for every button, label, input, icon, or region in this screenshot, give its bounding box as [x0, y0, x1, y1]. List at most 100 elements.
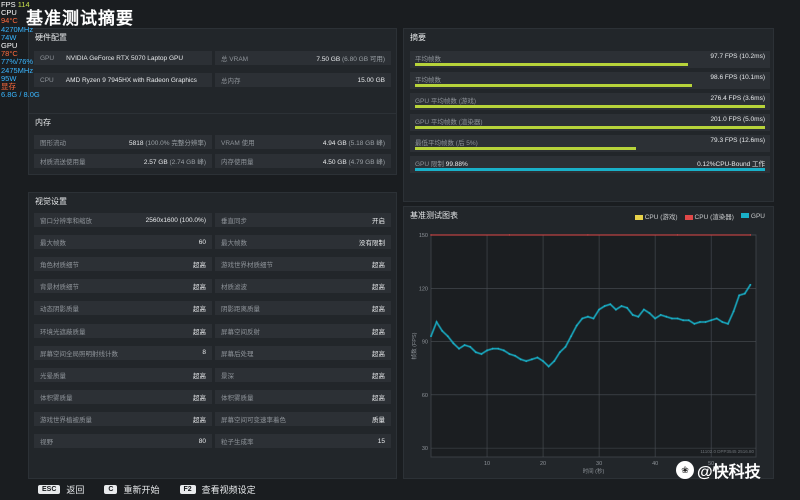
- memory-header: 内存: [35, 118, 51, 127]
- visual-setting-key: 材质滤波: [221, 284, 247, 292]
- fps-value: 114: [17, 0, 30, 9]
- watermark-icon: ❀: [676, 461, 694, 479]
- visual-setting-key: 环境光遮蔽质量: [40, 328, 86, 336]
- summary-value-sub: (10.1ms): [739, 74, 765, 81]
- gpu-data-point: [609, 303, 612, 306]
- plot-area: [430, 234, 757, 458]
- hardware-value-main: 15.00 GB: [357, 76, 385, 84]
- visual-setting-value: 超高: [372, 306, 385, 314]
- visual-setting-row: 材质滤波 超高: [215, 279, 391, 294]
- visual-setting-row: 粒子生成率 15: [215, 434, 391, 448]
- y-axis-label: 帧数 (FPS): [410, 332, 418, 359]
- gpu-data-point: [710, 319, 713, 322]
- y-tick-label: 150: [419, 233, 428, 239]
- visual-setting-value: 质量: [372, 416, 385, 424]
- gpu-data-point: [486, 349, 488, 352]
- visual-setting-row: 屏幕空间全局照明射线计数 8: [34, 345, 212, 360]
- summary-value: 97.7 FPS (10.2ms): [710, 53, 765, 60]
- visual-setting-key: 视野: [40, 439, 53, 446]
- performance-overlay: FPS 114 CPU 94°C 4270MHz 74W GPU 78°C 77…: [1, 0, 43, 100]
- visual-setting-row: 角色材质细节 超高: [34, 257, 212, 272]
- summary-value-main: 98.6 FPS: [710, 74, 738, 81]
- legend-swatch: [740, 213, 749, 219]
- esc-key[interactable]: ESC: [38, 485, 61, 494]
- benchmark-chart-panel: 基准测试图表 CPU (游戏) CPU (渲染器) GPU 30 60 90 120 150…: [403, 206, 774, 479]
- chart-header: 基准测试图表: [410, 211, 458, 220]
- y-tick-label: 60: [422, 393, 428, 399]
- summary-value: 276.4 FPS (3.6ms): [710, 95, 765, 102]
- visual-setting-value: 开启: [372, 218, 385, 225]
- memory-panel: 内存 图形流动 5818 (100.0% 完整分辨率) VRAM 使用 4.94 GB…: [28, 113, 397, 175]
- visual-setting-key: 动态阴影质量: [40, 306, 79, 314]
- cpu-bound-value: 0.12%CPU-Bound 工作: [697, 158, 765, 168]
- gpu-data-point: [749, 283, 752, 286]
- summary-key: 平均帧数: [415, 77, 441, 84]
- hardware-row: 总 VRAM 7.50 GB (6.80 GB 可用): [215, 51, 391, 65]
- gpu-data-point: [727, 322, 729, 325]
- hardware-key: 总内存: [221, 78, 241, 85]
- visual-setting-key: 最大帧数: [221, 240, 247, 248]
- summary-bar: [415, 105, 765, 108]
- memory-value-sub: (5.18 GB 峰): [348, 140, 385, 147]
- visual-setting-value: 没有限制: [359, 240, 385, 248]
- cpu-renderer-data-point: [430, 234, 432, 236]
- f2-key[interactable]: F2: [179, 485, 196, 494]
- visual-setting-row: 背景材质细节 超高: [34, 279, 212, 294]
- visual-setting-value: 60: [198, 238, 206, 246]
- visual-setting-row: 屏幕空间反射 超高: [215, 323, 391, 338]
- summary-key: GPU 平均帧数 (游戏): [415, 98, 477, 105]
- memory-key: 材质流送使用量: [40, 159, 86, 166]
- memory-key: VRAM 使用: [221, 140, 255, 147]
- visual-setting-value: 超高: [193, 394, 206, 402]
- page-title: 基准测试摘要: [26, 9, 134, 28]
- gpu-data-point: [715, 317, 718, 320]
- back-action[interactable]: 返回: [66, 485, 85, 495]
- c-key[interactable]: C: [104, 485, 118, 494]
- hardware-value: AMD Ryzen 9 7945HX with Radeon Graphics: [65, 76, 197, 84]
- gpu-data-point: [592, 317, 595, 320]
- visual-setting-value: 超高: [372, 328, 385, 336]
- fps-label: FPS: [1, 0, 16, 9]
- visual-setting-row: 最大帧数 60: [34, 235, 212, 250]
- x-tick-label: 20: [540, 461, 546, 467]
- view-video-settings-action[interactable]: 查看视频设定: [201, 485, 256, 495]
- x-tick-label: 50: [708, 461, 714, 467]
- legend-item: CPU (渲染器): [684, 211, 734, 221]
- summary-key: 最低平均帧数 (后 5%): [415, 140, 478, 147]
- visual-setting-key: 体积雾质量: [40, 394, 73, 402]
- gpu-data-point: [659, 314, 662, 316]
- hardware-header: 硬件配置: [35, 33, 67, 42]
- summary-value: 98.6 FPS (10.1ms): [710, 74, 765, 81]
- visual-setting-row: 游戏世界植被质量 超高: [34, 411, 212, 426]
- gpu-data-point: [508, 353, 511, 355]
- gpu-data-point: [564, 345, 567, 348]
- restart-action[interactable]: 重新开始: [123, 485, 160, 495]
- gpu-data-point: [458, 347, 460, 350]
- memory-value: 4.50 GB (4.79 GB 峰): [323, 156, 385, 166]
- visual-setting-key: 体积雾质量: [221, 394, 254, 402]
- summary-value-sub: (12.6ms): [739, 137, 765, 144]
- memory-row: 图形流动 5818 (100.0% 完整分辨率): [34, 135, 212, 149]
- gpu-clock: 2475MHz: [1, 65, 34, 75]
- summary-row: 平均帧数 97.7 FPS (10.2ms): [410, 51, 770, 68]
- visual-setting-row: 视野 80: [34, 434, 212, 448]
- gpu-data-point: [553, 360, 556, 362]
- hardware-key: GPU: [40, 54, 55, 62]
- gpu-data-point: [631, 314, 634, 316]
- cpu-temp: 94°C: [1, 16, 18, 26]
- vram-value: 6.8G / 8.0G: [1, 90, 40, 100]
- visual-setting-value: 超高: [193, 306, 206, 314]
- gpu-data-point: [682, 319, 685, 322]
- gpu-data-point: [558, 351, 561, 354]
- watermark: ❀ @快科技: [676, 458, 761, 482]
- legend-label: GPU: [750, 212, 765, 220]
- gpu-data-point: [542, 360, 544, 362]
- hardware-row: CPU AMD Ryzen 9 7945HX with Radeon Graphi…: [34, 73, 212, 87]
- hardware-row: GPU NVIDIA GeForce RTX 5070 Laptop GPU: [34, 51, 212, 65]
- gpu-series-line: [430, 284, 751, 367]
- gpu-data-point: [474, 351, 477, 354]
- cpu-bound-percent: 0.12%: [697, 161, 716, 168]
- cpu-renderer-data-point: [508, 234, 511, 236]
- visual-settings-header: 视觉设置: [35, 197, 67, 206]
- memory-value-sub: (2.74 GB 峰): [169, 159, 206, 166]
